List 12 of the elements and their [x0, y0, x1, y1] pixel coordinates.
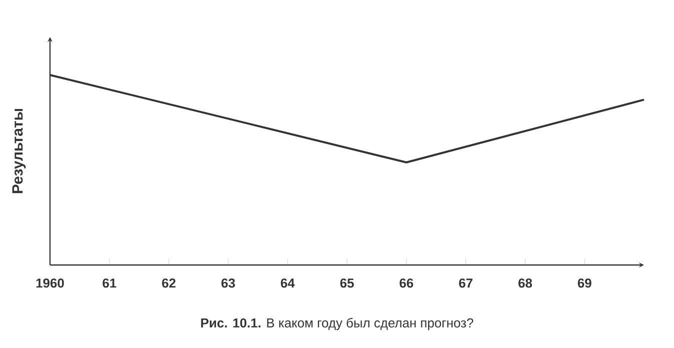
x-tick-label: 67 [459, 278, 472, 288]
x-tick-label: 69 [578, 278, 592, 288]
x-tick-label: 64 [280, 278, 295, 288]
y-axis-title: Результаты [12, 108, 26, 194]
x-tick-label: 65 [340, 278, 354, 288]
x-tick-label: 63 [221, 278, 235, 288]
text: Рис. 10.1. В каком году был сделан прогноз? [201, 318, 474, 330]
x-tick-label: 1960 [36, 278, 64, 288]
x-tick-label: 66 [400, 278, 414, 288]
x-tick-label: 68 [518, 278, 532, 288]
x-tick-label: 62 [162, 278, 176, 288]
x-tick-label: 61 [102, 278, 116, 288]
